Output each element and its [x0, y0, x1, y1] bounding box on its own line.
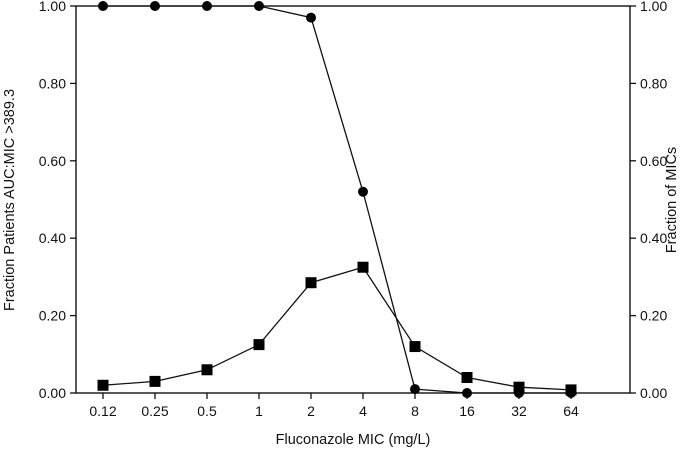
- data-point-circle: [358, 186, 368, 197]
- data-point-square: [565, 384, 577, 396]
- x-tick-label: 0.5: [197, 403, 217, 419]
- x-tick-label: 4: [359, 403, 367, 419]
- data-point-circle: [202, 1, 212, 11]
- y-tick-label-left: 0.40: [39, 230, 66, 246]
- data-point-square: [461, 372, 473, 384]
- x-tick-label: 8: [411, 403, 419, 419]
- y-tick-label-right: 0.20: [640, 308, 667, 324]
- data-point-square: [513, 381, 525, 393]
- y-tick-label-left: 0.00: [39, 385, 66, 401]
- series-line: [102, 266, 572, 391]
- series-layer: [97, 1, 577, 398]
- y-tick-label-left: 0.20: [39, 308, 66, 324]
- y-tick-label-right: 0.40: [640, 230, 667, 246]
- x-tick-label: 64: [563, 403, 579, 419]
- y-tick-label-right: 0.80: [640, 75, 667, 91]
- y-tick-label-left: 1.00: [39, 0, 66, 14]
- y-tick-label-right: 0.00: [640, 385, 667, 401]
- y-tick-label-right: 0.60: [640, 153, 667, 169]
- data-point-circle: [98, 1, 108, 11]
- data-point-circle: [306, 12, 316, 23]
- data-point-circle: [462, 388, 472, 398]
- data-point-square: [253, 339, 265, 351]
- data-point-square: [149, 375, 161, 387]
- x-tick-label: 0.12: [89, 403, 116, 419]
- x-axis-title: Fluconazole MIC (mg/L): [276, 432, 431, 448]
- data-point-square: [357, 261, 369, 273]
- x-tick-label: 32: [511, 403, 527, 419]
- x-tick-label: 2: [307, 403, 315, 419]
- data-point-square: [97, 379, 109, 391]
- y-tick-label-left: 0.80: [39, 75, 66, 91]
- plot-area-frame: [75, 5, 631, 394]
- tick-marks: [70, 5, 636, 399]
- series-circle: [98, 1, 576, 398]
- y-tick-label-right: 1.00: [640, 0, 667, 14]
- series-line: [103, 5, 571, 394]
- x-tick-label: 1: [255, 403, 263, 419]
- tick-labels: 0.00 0.00 0.20 0.20 0.40 0.40 0.60 0.60 0.80 0.80…: [39, 0, 668, 419]
- data-point-circle: [150, 1, 160, 11]
- y-tick-label-left: 0.60: [39, 153, 66, 169]
- data-point-circle: [254, 1, 264, 11]
- series-square: [97, 261, 577, 396]
- data-point-circle: [410, 384, 420, 395]
- data-point-square: [201, 364, 213, 376]
- x-tick-label: 16: [459, 403, 475, 419]
- x-tick-label: 0.25: [141, 403, 168, 419]
- y-axis-title-right: Fraction of MICs: [664, 147, 680, 253]
- data-point-square: [305, 277, 317, 289]
- data-point-square: [409, 341, 421, 353]
- y-axis-title-left: Fraction Patients AUC:MIC >389.3: [2, 89, 18, 311]
